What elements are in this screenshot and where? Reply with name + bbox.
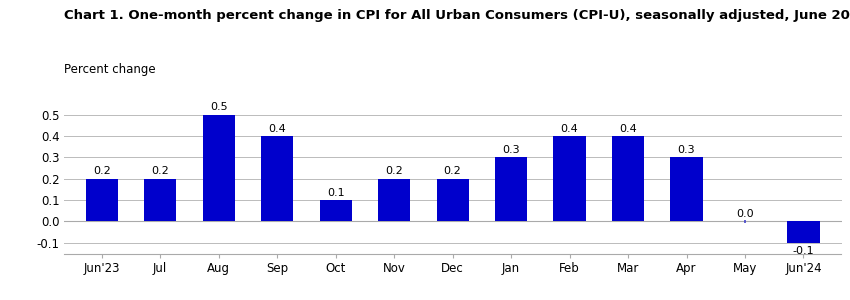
Bar xyxy=(437,179,468,221)
Bar xyxy=(495,158,527,221)
Text: 0.3: 0.3 xyxy=(677,145,695,155)
Bar xyxy=(671,158,703,221)
Bar xyxy=(202,115,235,221)
Text: 0.3: 0.3 xyxy=(502,145,520,155)
Text: 0.4: 0.4 xyxy=(269,124,286,134)
Bar xyxy=(553,136,586,221)
Text: 0.2: 0.2 xyxy=(444,166,462,176)
Bar xyxy=(86,179,118,221)
Bar xyxy=(144,179,176,221)
Text: 0.2: 0.2 xyxy=(93,166,111,176)
Text: 0.2: 0.2 xyxy=(385,166,403,176)
Text: 0.4: 0.4 xyxy=(561,124,579,134)
Text: 0.2: 0.2 xyxy=(151,166,169,176)
Bar xyxy=(320,200,352,221)
Bar xyxy=(787,221,819,243)
Text: 0.4: 0.4 xyxy=(619,124,637,134)
Bar xyxy=(612,136,644,221)
Text: Percent change: Percent change xyxy=(64,63,156,76)
Text: 0.5: 0.5 xyxy=(210,102,228,112)
Bar xyxy=(261,136,293,221)
Text: Chart 1. One-month percent change in CPI for All Urban Consumers (CPI-U), season: Chart 1. One-month percent change in CPI… xyxy=(64,9,850,22)
Bar xyxy=(378,179,411,221)
Text: 0.0: 0.0 xyxy=(736,209,754,219)
Text: -0.1: -0.1 xyxy=(793,246,814,256)
Text: 0.1: 0.1 xyxy=(327,188,344,198)
